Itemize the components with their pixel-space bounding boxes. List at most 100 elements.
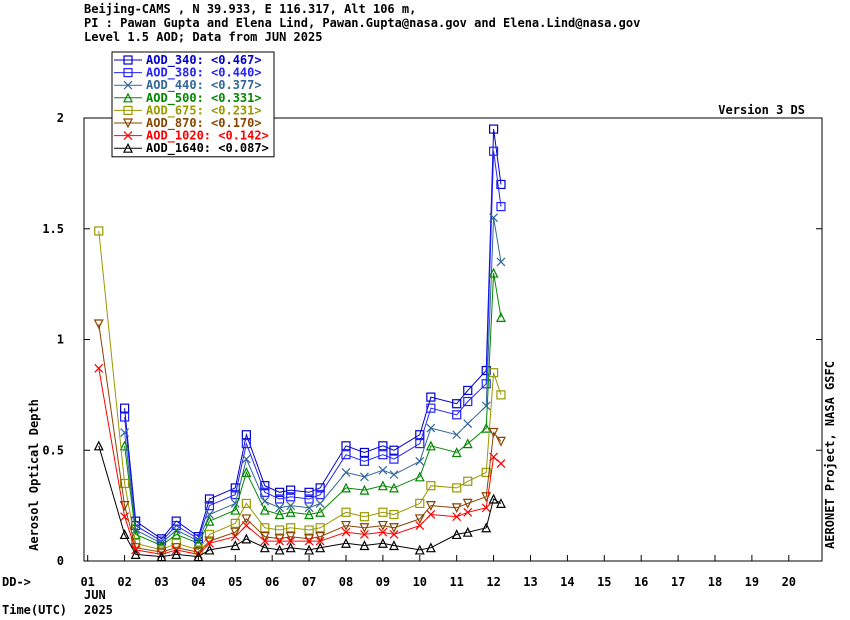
x-tick-label: 06 [265, 575, 279, 589]
series-line [98, 230, 502, 551]
data-point [388, 482, 399, 493]
series-aod-340 [119, 124, 506, 544]
data-point [463, 396, 473, 407]
data-point [260, 536, 270, 546]
series-aod-870 [93, 319, 506, 558]
data-point [304, 494, 314, 504]
plot-frame [83, 117, 823, 562]
data-point [463, 419, 473, 429]
data-point [359, 512, 370, 522]
data-point [488, 493, 499, 504]
data-point [274, 525, 285, 535]
data-point [414, 471, 425, 482]
data-point [119, 440, 130, 451]
data-point [204, 494, 215, 504]
legend-label: AOD_380: <0.440> [146, 66, 262, 81]
data-point [415, 456, 425, 466]
legend-marker [123, 55, 133, 65]
data-point [452, 430, 462, 440]
data-point [451, 529, 462, 540]
data-point [452, 410, 462, 420]
data-point [359, 523, 370, 534]
data-point [241, 467, 252, 477]
x-tick-label: 16 [634, 575, 648, 589]
x-tick-label: 19 [745, 575, 759, 589]
data-point [389, 445, 399, 455]
y-tick-label: 0 [57, 554, 64, 568]
x-tick-label: 09 [376, 575, 390, 589]
chart-title-line-2: PI : Pawan Gupta and Elena Lind, Pawan.G… [84, 16, 641, 30]
legend-item: AOD_1640: <0.087> [114, 141, 269, 156]
data-point [315, 489, 325, 500]
data-point [496, 202, 506, 212]
data-point [389, 509, 399, 520]
data-point [488, 427, 499, 438]
x-axis-month: JUN [84, 588, 106, 602]
data-point [94, 363, 104, 373]
data-point [204, 544, 215, 555]
legend-marker [123, 105, 133, 116]
data-point [205, 538, 214, 548]
x-tick-label: 18 [708, 575, 722, 589]
data-point [426, 392, 436, 402]
data-point [230, 540, 241, 551]
legend: AOD_340: <0.467>AOD_380: <0.440>AOD_440:… [111, 51, 275, 158]
data-point [389, 470, 399, 480]
legend-item: AOD_870: <0.170> [114, 116, 262, 131]
y-axis-label: Aerosol Optical Depth [27, 399, 41, 551]
legend-label: AOD_500: <0.331> [146, 91, 262, 106]
data-point [377, 480, 388, 491]
x-axis-year: 2025 [84, 603, 113, 617]
data-point [377, 520, 388, 531]
data-point [481, 467, 491, 477]
data-point [241, 439, 251, 449]
series-line [98, 323, 502, 553]
data-point [341, 450, 351, 460]
data-point [426, 403, 436, 413]
legend-marker [123, 92, 133, 103]
x-tick-label: 02 [117, 575, 131, 589]
data-point [274, 487, 285, 497]
data-point [496, 390, 506, 400]
data-point [304, 536, 314, 546]
data-point [275, 503, 284, 513]
data-point [451, 503, 462, 514]
data-point [452, 399, 462, 409]
data-point [204, 529, 215, 540]
legend-item: AOD_440: <0.377> [114, 78, 262, 93]
data-point [241, 514, 252, 525]
data-point [285, 542, 296, 553]
data-point [275, 536, 284, 546]
data-point [156, 551, 167, 562]
legend-label: AOD_1020: <0.142> [146, 129, 269, 144]
data-point [415, 439, 425, 449]
data-point [414, 514, 425, 525]
data-point [315, 532, 326, 542]
data-point [120, 428, 130, 437]
y-tick-label: 2 [57, 111, 64, 125]
legend-marker [123, 118, 133, 129]
data-point [388, 523, 399, 534]
data-point [286, 485, 296, 495]
x-tick-label: 01 [80, 575, 94, 589]
data-point [415, 430, 425, 440]
data-point [359, 484, 370, 495]
legend-item: AOD_500: <0.331> [114, 91, 262, 106]
data-point [341, 537, 351, 548]
series-aod-500 [119, 267, 506, 551]
legend-label: AOD_870: <0.170> [146, 116, 262, 131]
x-tick-label: 03 [154, 575, 168, 589]
legend-label: AOD_1640: <0.087> [146, 141, 269, 156]
version-label: Version 3 DS [718, 103, 805, 117]
data-point [495, 312, 506, 322]
data-point [359, 540, 370, 551]
x-tick-label: 04 [191, 575, 205, 589]
series-aod-675 [94, 226, 506, 555]
data-point [341, 527, 351, 537]
data-point [496, 459, 506, 468]
series-line [124, 129, 502, 540]
data-point [341, 520, 351, 531]
data-point [452, 512, 462, 522]
data-point [341, 507, 351, 517]
legend-label: AOD_340: <0.467> [146, 53, 262, 68]
